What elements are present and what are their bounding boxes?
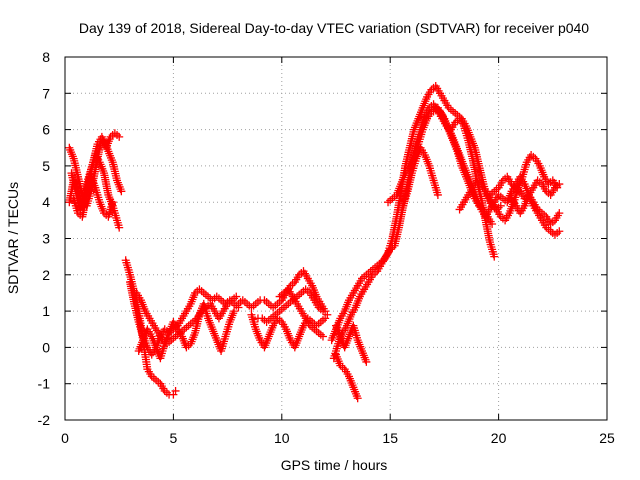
y-tick-label: -1 xyxy=(38,376,51,392)
x-tick-label: 5 xyxy=(170,430,178,446)
y-tick-label: 3 xyxy=(42,231,50,247)
y-tick-label: 4 xyxy=(42,194,50,210)
data-point-marker xyxy=(232,292,241,301)
data-point-marker xyxy=(553,183,562,192)
x-tick-label: 25 xyxy=(599,430,615,446)
y-tick-label: -2 xyxy=(38,412,51,428)
data-point-marker xyxy=(230,307,239,316)
y-tick-label: 8 xyxy=(42,49,50,65)
series-track-21 xyxy=(483,151,562,225)
y-tick-label: 1 xyxy=(42,303,50,319)
series-track-9 xyxy=(234,267,332,319)
x-axis-label: GPS time / hours xyxy=(281,457,388,473)
y-tick-label: 5 xyxy=(42,158,50,174)
series-track-2 xyxy=(65,136,126,210)
y-axis-label: SDTVAR / TECUs xyxy=(5,182,21,294)
series-track-22 xyxy=(507,190,564,228)
data-point-marker xyxy=(321,314,330,323)
data-point-marker xyxy=(115,132,124,141)
series-track-4 xyxy=(69,172,117,221)
series-track-12 xyxy=(275,285,327,341)
data-point-marker xyxy=(115,223,124,232)
x-tick-label: 10 xyxy=(274,430,290,446)
data-point-marker xyxy=(433,190,442,199)
data-point-marker xyxy=(555,209,564,218)
data-point-marker xyxy=(496,201,505,210)
data-point-marker xyxy=(555,227,564,236)
grid-lines xyxy=(65,57,607,420)
data-point-marker xyxy=(117,187,126,196)
data-point-marker xyxy=(318,332,327,341)
data-point-marker xyxy=(318,307,327,316)
y-tick-labels: -2 -1 0 1 2 3 4 5 6 7 8 xyxy=(38,49,51,428)
data-point-marker xyxy=(108,198,117,207)
series-track-16 xyxy=(332,350,362,403)
y-tick-label: 7 xyxy=(42,85,50,101)
data-point-marker xyxy=(171,386,180,395)
data-point-marker xyxy=(353,394,362,403)
data-point-marker xyxy=(490,252,499,261)
y-tick-label: 2 xyxy=(42,267,50,283)
x-tick-label: 20 xyxy=(491,430,507,446)
series-track-15 xyxy=(332,321,371,366)
series-track-8 xyxy=(134,299,239,363)
x-tick-label: 15 xyxy=(382,430,398,446)
chart-title: Day 139 of 2018, Sidereal Day-to-day VTE… xyxy=(79,20,589,36)
data-points xyxy=(65,82,564,403)
x-tick-label: 0 xyxy=(61,430,69,446)
y-tick-label: 6 xyxy=(42,122,50,138)
series-track-18 xyxy=(399,143,442,210)
x-tick-labels: 0 5 10 15 20 25 xyxy=(61,430,615,446)
y-tick-label: 0 xyxy=(42,339,50,355)
data-point-marker xyxy=(488,219,497,228)
data-point-marker xyxy=(362,357,371,366)
plot-frame xyxy=(64,56,608,421)
